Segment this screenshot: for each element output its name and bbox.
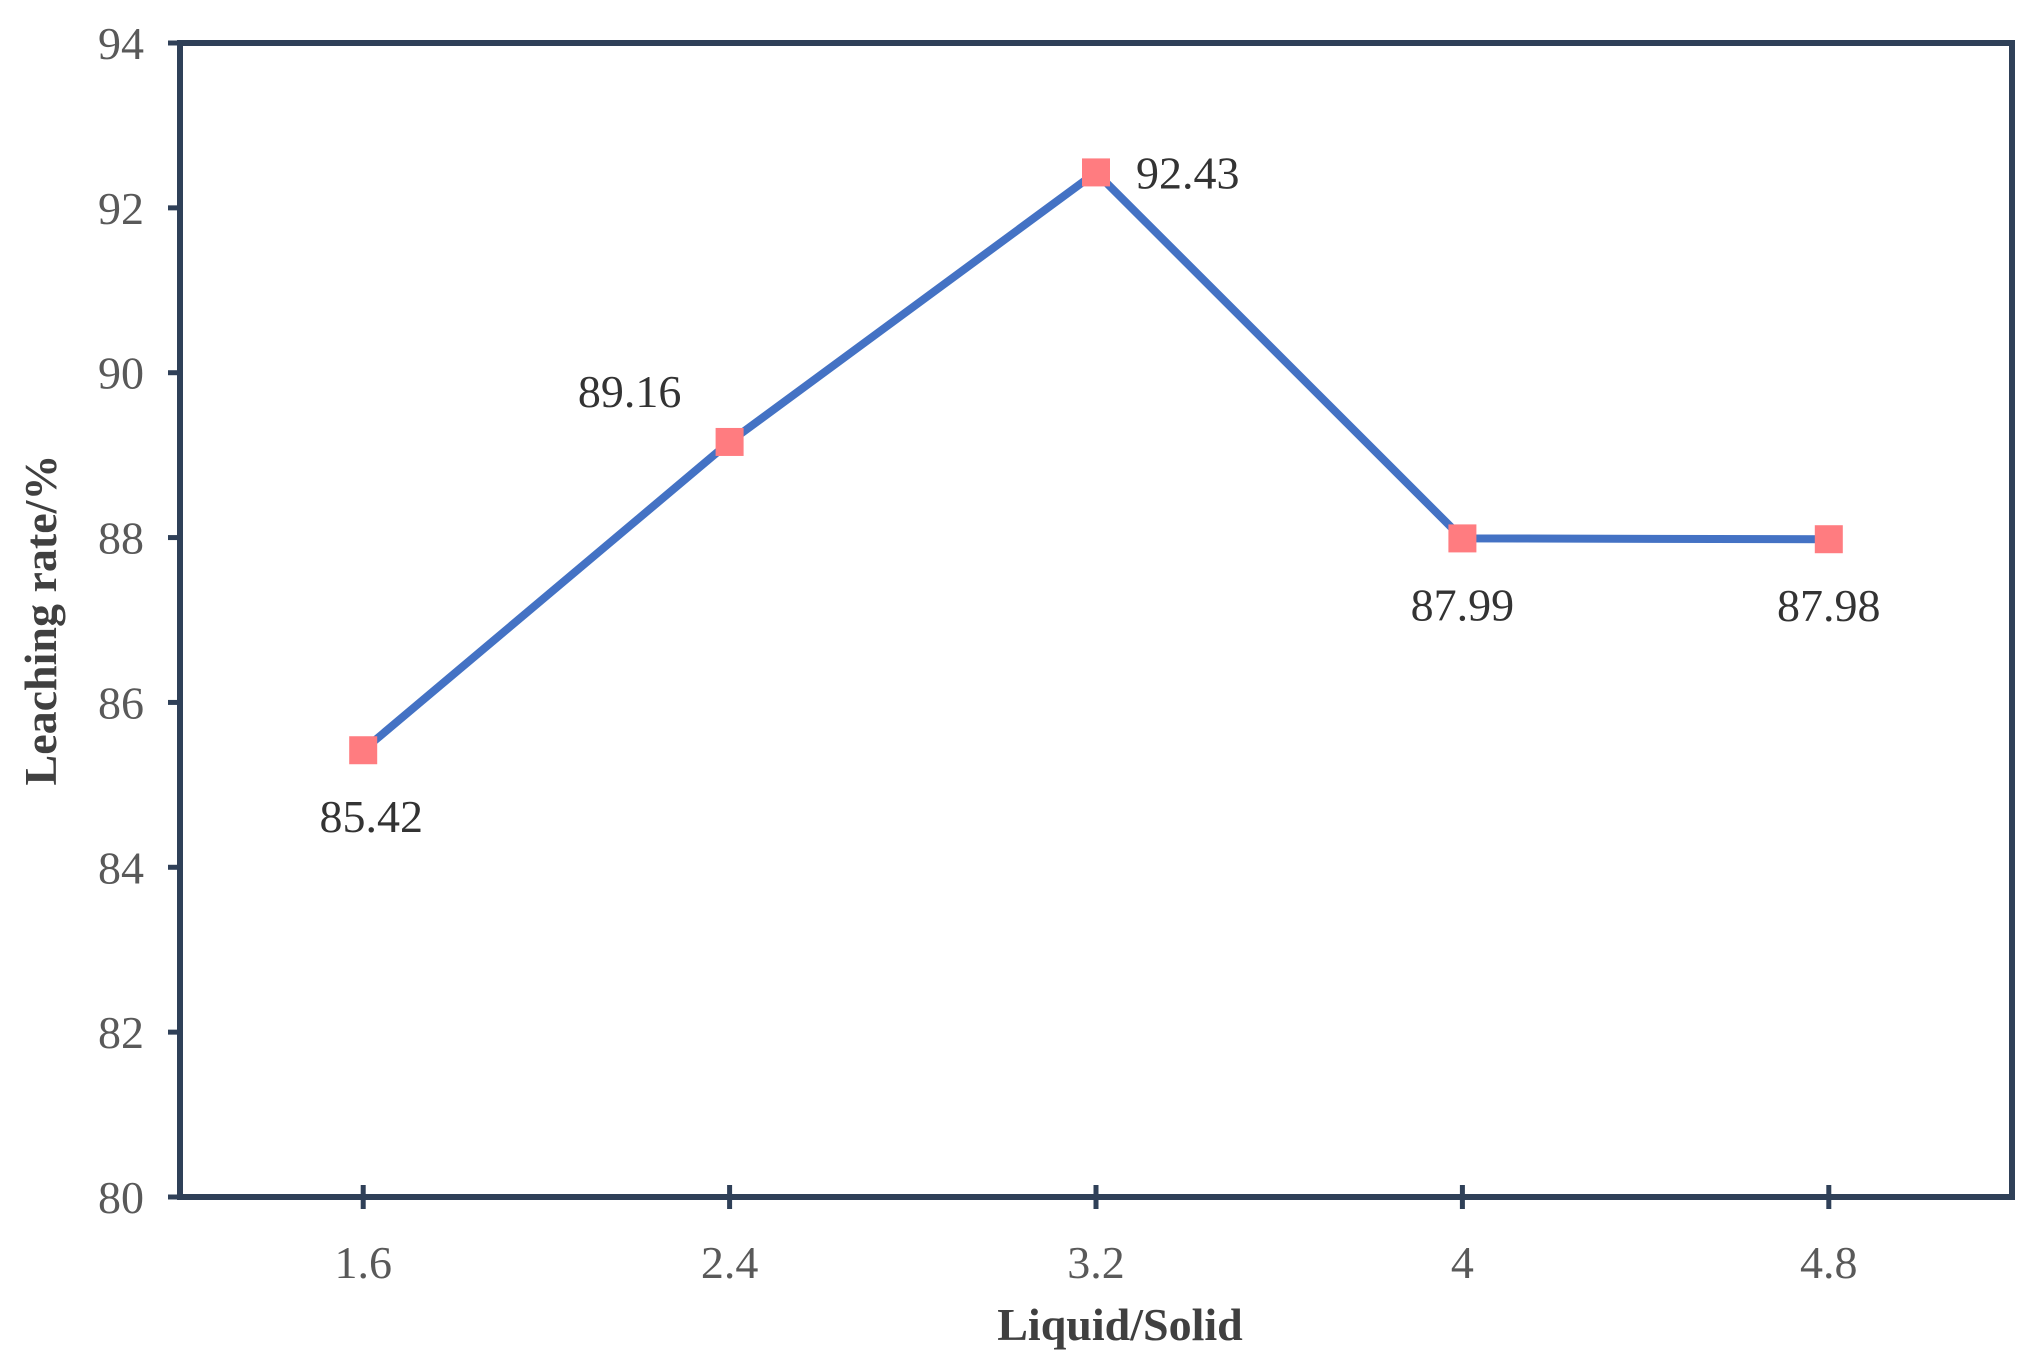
y-tick-label: 90 [98,348,144,399]
data-point [1814,525,1843,554]
y-tick-label: 86 [98,677,144,728]
x-tick-label: 4 [1451,1237,1474,1288]
data-label: 87.98 [1777,580,1881,631]
series-line [360,167,1829,754]
y-tick-label: 92 [98,183,144,234]
data-label: 85.42 [319,791,423,842]
data-point [715,427,744,456]
y-tick-label: 80 [98,1172,144,1223]
y-tick-label: 88 [98,513,144,564]
data-label: 92.43 [1136,147,1240,198]
y-axis: 80 82 84 86 88 90 92 94 [98,18,180,1223]
data-point [1082,158,1110,187]
data-point [1448,524,1477,553]
y-tick-label: 84 [98,842,144,893]
x-tick-label: 2.4 [701,1237,759,1288]
data-label: 89.16 [578,366,682,417]
x-axis: 1.6 2.4 3.2 4 4.8 [334,1185,1858,1288]
data-label: 87.99 [1411,579,1515,630]
x-tick-label: 3.2 [1067,1237,1125,1288]
y-tick-label: 82 [98,1007,144,1058]
data-point [349,736,378,765]
x-axis-title: Liquid/Solid [997,1299,1243,1350]
plot-frame [177,40,2015,1200]
y-tick-label: 94 [98,18,144,69]
data-labels: 85.42 89.16 92.43 87.99 87.98 [319,147,1880,842]
y-axis-title: Leaching rate/% [15,455,66,786]
series-markers [349,158,1843,765]
x-tick-label: 4.8 [1800,1237,1858,1288]
x-tick-label: 1.6 [334,1237,392,1288]
